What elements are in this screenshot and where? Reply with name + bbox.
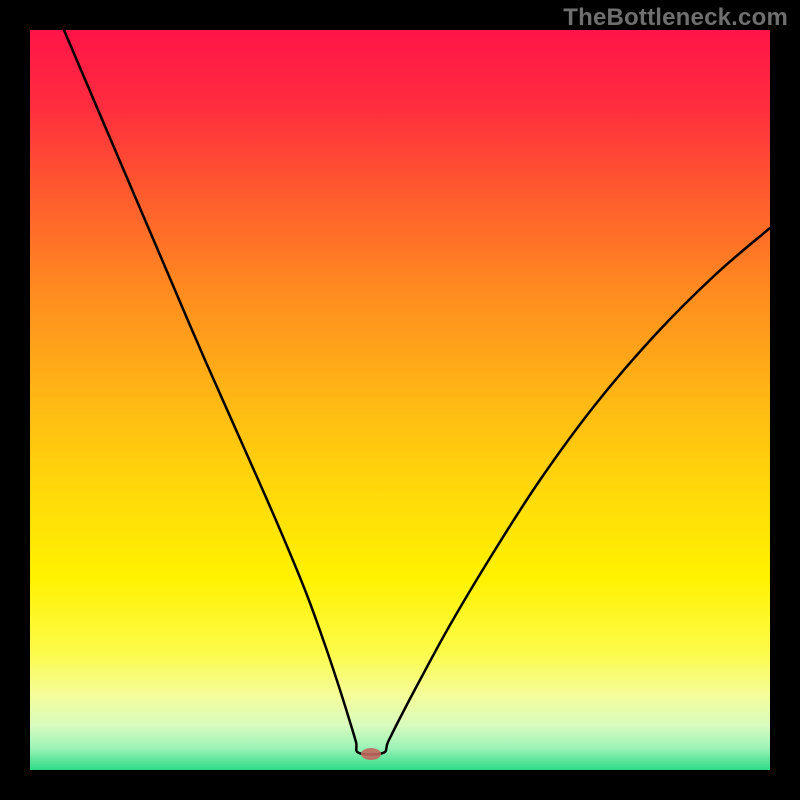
plot-area [30,30,770,770]
optimal-point-marker [361,748,381,760]
gradient-background [30,30,770,770]
chart-frame: TheBottleneck.com [0,0,800,800]
watermark-text: TheBottleneck.com [563,4,788,32]
